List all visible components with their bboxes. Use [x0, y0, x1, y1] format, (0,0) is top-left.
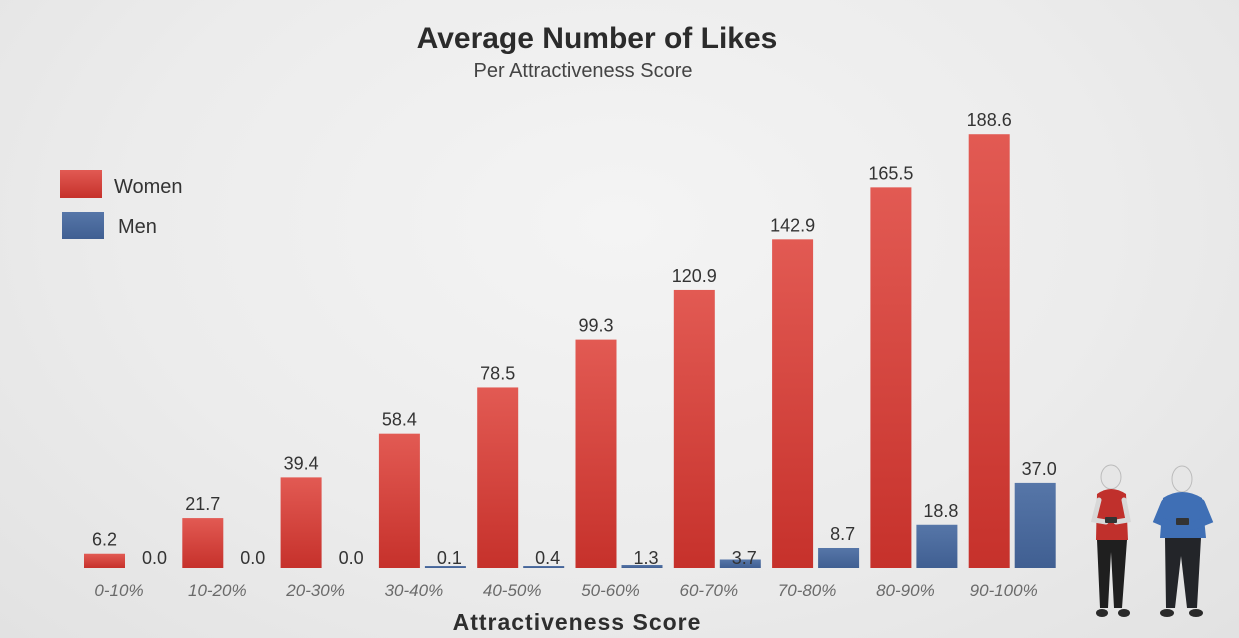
value-label-women-2: 39.4 [284, 453, 319, 473]
value-label-women-5: 99.3 [578, 316, 613, 336]
bar-women-4 [477, 387, 519, 568]
legend-swatch-women [60, 170, 102, 198]
x-tick-labels: 0-10% 10-20% 20-30% 30-40% 40-50% 50-60% 60-70… [94, 581, 1037, 600]
x-tick-label-2: 20-30% [285, 581, 345, 600]
bar-women-0 [84, 553, 125, 568]
legend-label-men: Men [118, 216, 157, 238]
x-tick-label-3: 30-40% [385, 581, 444, 600]
value-label-men-0: 0.0 [142, 548, 167, 568]
bar-women-8 [870, 187, 912, 568]
bar-men-5 [621, 565, 663, 568]
bar-women-1 [182, 518, 224, 568]
value-label-women-1: 21.7 [185, 494, 220, 514]
chart-subtitle: Per Attractiveness Score [474, 60, 693, 82]
x-axis-title: Attractiveness Score [453, 609, 702, 635]
legend-swatch-men [62, 212, 104, 239]
bar-women-9 [968, 134, 1010, 568]
value-label-women-4: 78.5 [480, 363, 515, 383]
x-tick-label-8: 80-90% [876, 581, 935, 600]
x-tick-label-4: 40-50% [483, 581, 542, 600]
bar-women-5 [575, 339, 617, 568]
x-tick-label-9: 90-100% [970, 581, 1038, 600]
legend-label-women: Women [114, 176, 183, 198]
value-labels-layer: 6.2 0.0 21.7 0.0 39.4 0.0 58.4 0.1 78.5 0.4 99.3 1.… [92, 110, 1057, 568]
bar-men-7 [818, 547, 860, 568]
x-tick-label-6: 60-70% [679, 581, 738, 600]
man-figure-icon [1152, 465, 1214, 617]
x-tick-label-5: 50-60% [581, 581, 640, 600]
bars-layer [84, 134, 1056, 568]
value-label-women-8: 165.5 [868, 163, 913, 183]
x-tick-label-7: 70-80% [778, 581, 837, 600]
bar-men-3 [424, 566, 466, 568]
value-label-women-6: 120.9 [672, 266, 717, 286]
bar-women-3 [378, 433, 420, 568]
bar-men-4 [523, 566, 565, 568]
bar-men-6 [719, 559, 761, 568]
value-label-women-0: 6.2 [92, 530, 117, 550]
value-label-men-1: 0.0 [240, 548, 265, 568]
bar-women-7 [772, 239, 814, 568]
value-label-men-3: 0.1 [437, 548, 462, 568]
value-label-men-9: 37.0 [1022, 459, 1057, 479]
value-label-women-3: 58.4 [382, 410, 417, 430]
value-label-men-4: 0.4 [535, 548, 560, 568]
woman-figure-icon [1090, 464, 1131, 617]
bar-women-2 [280, 477, 322, 568]
bar-men-8 [916, 524, 958, 568]
value-label-men-8: 18.8 [923, 501, 958, 521]
x-tick-label-1: 10-20% [188, 581, 247, 600]
value-label-men-2: 0.0 [339, 548, 364, 568]
value-label-men-7: 8.7 [830, 524, 855, 544]
value-label-men-6: 3.7 [732, 548, 757, 568]
value-label-men-5: 1.3 [633, 548, 658, 568]
bar-women-6 [673, 289, 715, 568]
bar-men-9 [1014, 482, 1056, 568]
value-label-women-9: 188.6 [967, 110, 1012, 130]
x-tick-label-0: 0-10% [94, 581, 143, 600]
chart-title: Average Number of Likes [417, 22, 778, 55]
legend: Women Men [60, 170, 183, 239]
value-label-women-7: 142.9 [770, 215, 815, 235]
